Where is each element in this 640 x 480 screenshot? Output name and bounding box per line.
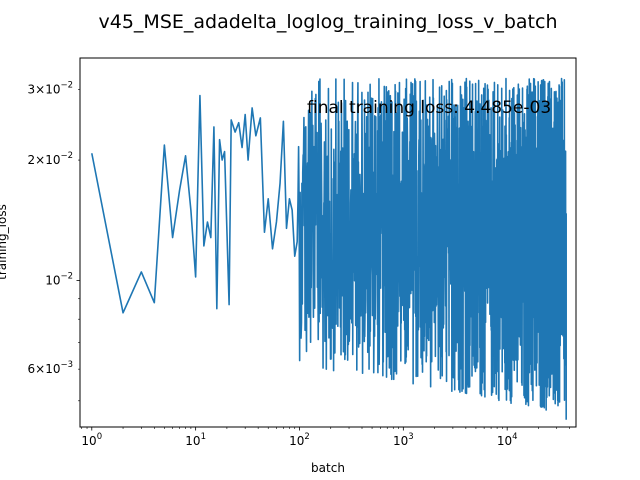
x-tick-label: 103 xyxy=(393,432,414,448)
plot-frame xyxy=(79,57,577,428)
series-layer xyxy=(91,77,567,420)
y-tick-label: 2×10−2 xyxy=(28,151,74,167)
x-axis: 100 101 102 103 104 xyxy=(81,427,570,448)
x-tick-label: 102 xyxy=(289,432,310,448)
x-tick-label: 100 xyxy=(81,432,102,448)
y-tick-label: 10−2 xyxy=(45,271,73,287)
plot-area xyxy=(79,57,577,428)
y-tick-label: 3×10−2 xyxy=(28,81,74,97)
y-tick-label: 6×10−3 xyxy=(28,360,74,376)
x-axis-label: batch xyxy=(311,461,345,475)
y-axis: 6×10−3 10−2 2×10−2 3×10−2 xyxy=(28,81,80,402)
training-loss-line xyxy=(91,77,567,420)
chart-title: v45_MSE_adadelta_loglog_training_loss_v_… xyxy=(99,11,558,33)
final-loss-annotation: final training loss: 4.485e-03 xyxy=(307,98,551,118)
y-axis-label: training_loss xyxy=(0,204,9,280)
x-tick-label: 104 xyxy=(497,432,518,448)
x-tick-label: 101 xyxy=(185,432,206,448)
